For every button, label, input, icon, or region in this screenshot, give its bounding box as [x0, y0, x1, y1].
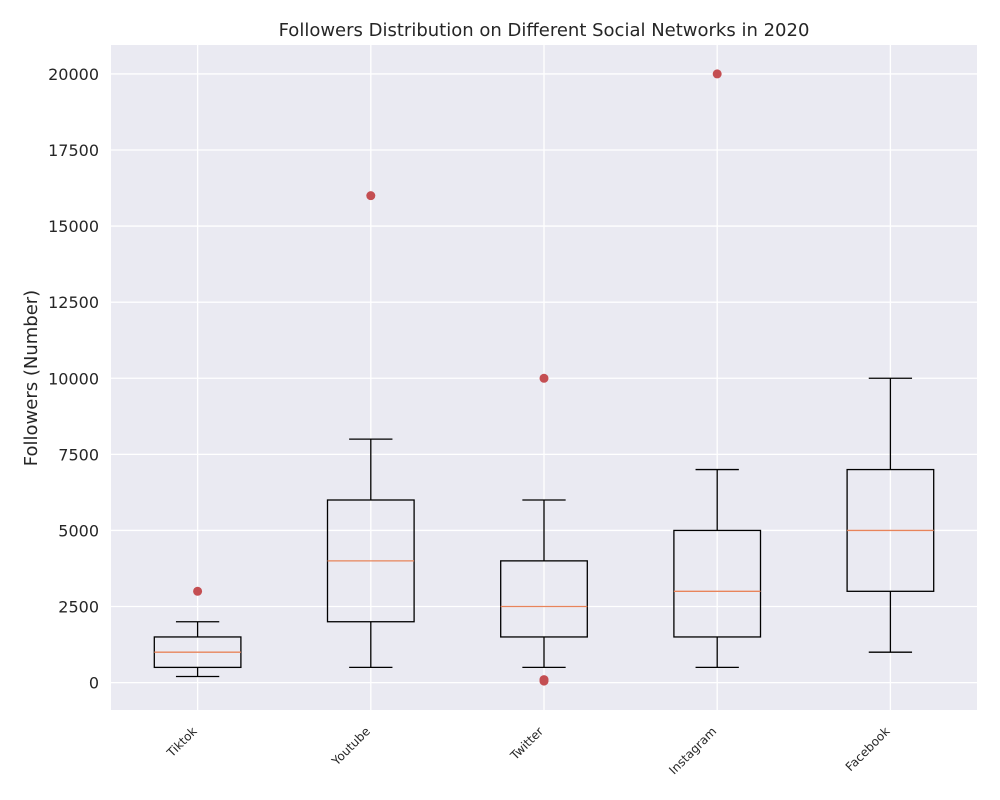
y-tick-label: 17500 — [48, 141, 99, 160]
y-tick-label: 7500 — [58, 445, 99, 464]
y-tick-label: 10000 — [48, 369, 99, 388]
y-tick-label: 5000 — [58, 521, 99, 540]
x-axis-ticks: Tiktok Youtube Twitter Instagram Facebook — [163, 724, 892, 777]
box-twitter — [500, 373, 588, 686]
y-axis-ticks: 0 2500 5000 7500 10000 12500 15000 17500 20000 — [48, 65, 99, 693]
outlier-point — [539, 676, 549, 686]
outlier-point — [193, 586, 203, 596]
x-tick-label: Twitter — [507, 724, 546, 763]
outlier-point — [712, 69, 722, 79]
y-axis-label: Followers (Number) — [21, 290, 42, 466]
y-tick-label: 0 — [89, 674, 99, 693]
x-tick-label: Tiktok — [163, 724, 199, 760]
y-tick-label: 15000 — [48, 217, 99, 236]
y-tick-label: 2500 — [58, 598, 99, 617]
x-tick-label: Facebook — [843, 724, 893, 774]
x-tick-label: Instagram — [666, 724, 719, 777]
y-tick-label: 12500 — [48, 293, 99, 312]
chart-title: Followers Distribution on Different Soci… — [279, 20, 810, 41]
x-tick-label: Youtube — [328, 724, 373, 769]
y-tick-label: 20000 — [48, 65, 99, 84]
box-tiktok — [153, 586, 242, 678]
iqr-box — [500, 560, 588, 638]
box-youtube — [326, 191, 415, 669]
iqr-box — [673, 529, 762, 638]
outlier-point — [539, 373, 549, 383]
box-series — [153, 69, 935, 686]
outlier-point — [366, 191, 376, 201]
box-facebook — [846, 377, 935, 653]
box-instagram — [673, 69, 762, 669]
